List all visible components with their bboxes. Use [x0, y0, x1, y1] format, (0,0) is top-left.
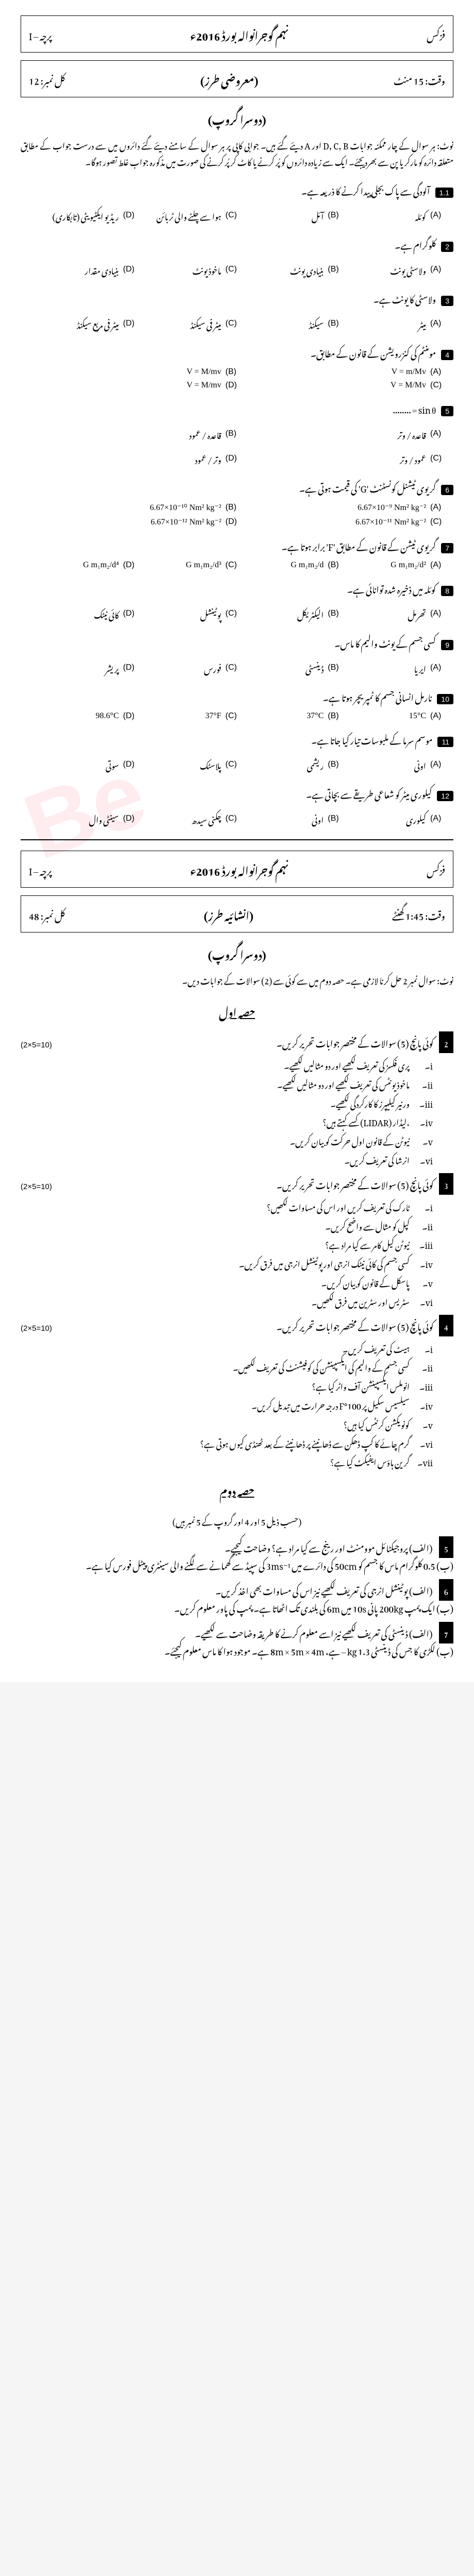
mcq-1-options: (A)کوئلہ (B)آئل (C)ہوا سے چلنے والی ٹربا… — [41, 205, 443, 226]
note2: نوٹ: سوال نمبر 2 حل کرنا لازمی ہے۔ حصہ د… — [21, 971, 453, 988]
mcq-7-options: (A)G m₁m₂/d² (B)G m₁m₂/d (C)G m₁m₂/d³ (D… — [41, 561, 443, 570]
section2-note: (حسب ذیل 5 اور 4 اور گروپ کے 5 نمبر ہیں) — [21, 1510, 453, 1531]
mcq-6-options: (A)6.67×10⁻⁹ Nm² kg⁻² (B)6.67×10⁻¹⁰ Nm² … — [41, 502, 443, 527]
mcq-6: 6 گریوی ٹیشنل کونسٹنٹ 'G' کی قیمت ہوتی ہ… — [21, 477, 453, 498]
mcq-4-options: (A)V = m/Mv (B)V = M/mv (C)V = M/Mv (D)V… — [41, 367, 443, 390]
mcq-9-options: (A)ایریا (B)ڈینسٹی (C)فورس (D)پریشر — [41, 657, 443, 678]
group-label: (دوسرا گروپ) — [21, 105, 453, 131]
group2: (دوسرا گروپ) — [21, 940, 453, 966]
mcq-4: 4 مومنٹم کی کنزرویشن کے قانون کے مطابق۔ — [21, 342, 453, 363]
mcq-10-options: (A)15°C (B)37°C (C)37°F (D)98.6°C — [41, 711, 443, 721]
mcq-12: 12 کیلوری میٹر کو شعاعی طریقے سے بچاتی ہ… — [21, 783, 453, 804]
mcq-8: 8 کوئلہ میں ذخیرہ شدہ توانائی ہے۔ — [21, 578, 453, 599]
board-year: نہم گوجرانوالہ بورڈ 2016ء — [186, 20, 293, 48]
long-q5: 5 (الف) پروجیکٹائل موومنٹ اور رینج سے کی… — [21, 1538, 453, 1573]
long-q6: 6 (الف) پوٹینشل انرجی کی تعریف لکھیے نیز… — [21, 1581, 453, 1616]
short-q3: 3 کوئی پانچ (5) سوالات کے مختصر جوابات ت… — [21, 1173, 453, 1195]
mcq-7: 7 گریوی ٹیشن کے قانون کے مطابق 'F' برابر… — [21, 535, 453, 556]
time: وقت: 15 منٹ — [394, 67, 445, 91]
mcq-10: 10 نارمل انسانی جسم کا ٹمپریچر ہوتا ہے۔ — [21, 686, 453, 707]
instructions: نوٹ: ہر سوال کے چار ممکنہ جوابات D, C, B… — [21, 136, 453, 169]
mcq-3-options: (A)میٹر (B)سیکنڈ (C)میٹر فی سیکنڈ (D)میٹ… — [41, 313, 443, 334]
paper-type: (معروضی طرز) — [196, 65, 262, 93]
short-q2: 2 کوئی پانچ (5) سوالات کے مختصر جوابات ت… — [21, 1031, 453, 1053]
total-marks: کل نمبر: 12 — [29, 67, 65, 91]
header-top: فزکس نہم گوجرانوالہ بورڈ 2016ء پرچہ – I — [21, 15, 453, 53]
header-sub: وقت: 15 منٹ (معروضی طرز) کل نمبر: 12 — [21, 60, 453, 97]
qnum: 1.1 — [435, 188, 453, 198]
mcq-2-options: (A)ولاسٹی یونٹ (B)بنیادی یونٹ (C)ماخوذ ی… — [41, 259, 443, 280]
mcq-2: 2 کلوگرام ہے۔ — [21, 233, 453, 255]
paper-num: پرچہ – I — [29, 23, 52, 46]
header2-top: فزکس نہم گوجرانوالہ بورڈ 2016ء پرچہ – I — [21, 851, 453, 888]
section1-title: حصہ اول — [21, 998, 453, 1024]
short-q4: 4 کوئی پانچ (5) سوالات کے مختصر جوابات ت… — [21, 1315, 453, 1336]
mcq-9: 9 کسی جسم کے یونٹ والیم کا ماس۔ — [21, 632, 453, 653]
mcq-5-options: (A)قاعدہ / وتر (B)قاعدہ / عمود (C)عمود /… — [41, 423, 443, 469]
mcq-1: 1.1 آلودگی سے پاک بجلی پیدا کرنے کا ذریع… — [21, 179, 453, 201]
mcq-11-options: (A)اونی (B)ریشمی (C)پلاسٹک (D)سوتی — [41, 754, 443, 775]
long-q7: 7 (الف) ڈینسٹی کی تعریف لکھیے نیز اسے مع… — [21, 1624, 453, 1659]
subject: فزکس — [427, 23, 445, 46]
header2-sub: وقت: 1:45 گھنٹے (انشائیہ طرز) کل نمبر: 4… — [21, 895, 453, 933]
mcq-12-options: (A)کیلوری (B)اونی (C)چکنی سیدھ (D)سینٹی … — [41, 808, 443, 829]
mcq-3: 3 ولاسٹی کا یونٹ ہے۔ — [21, 287, 453, 309]
qtext: آلودگی سے پاک بجلی پیدا کرنے کا ذریعہ ہے… — [21, 179, 430, 201]
mcq-5: 5 sin θ = ........ — [21, 398, 453, 419]
mcq-8-options: (A)تھرمل (B)الیکٹریکل (C)پوٹینشل (D)کائی… — [41, 603, 443, 624]
mcq-11: 11 موسم سرما کے ملبوسات تیار کیا جاتا ہے… — [21, 728, 453, 750]
divider — [21, 839, 453, 840]
section2-title: حصہ دوم — [21, 1477, 453, 1502]
